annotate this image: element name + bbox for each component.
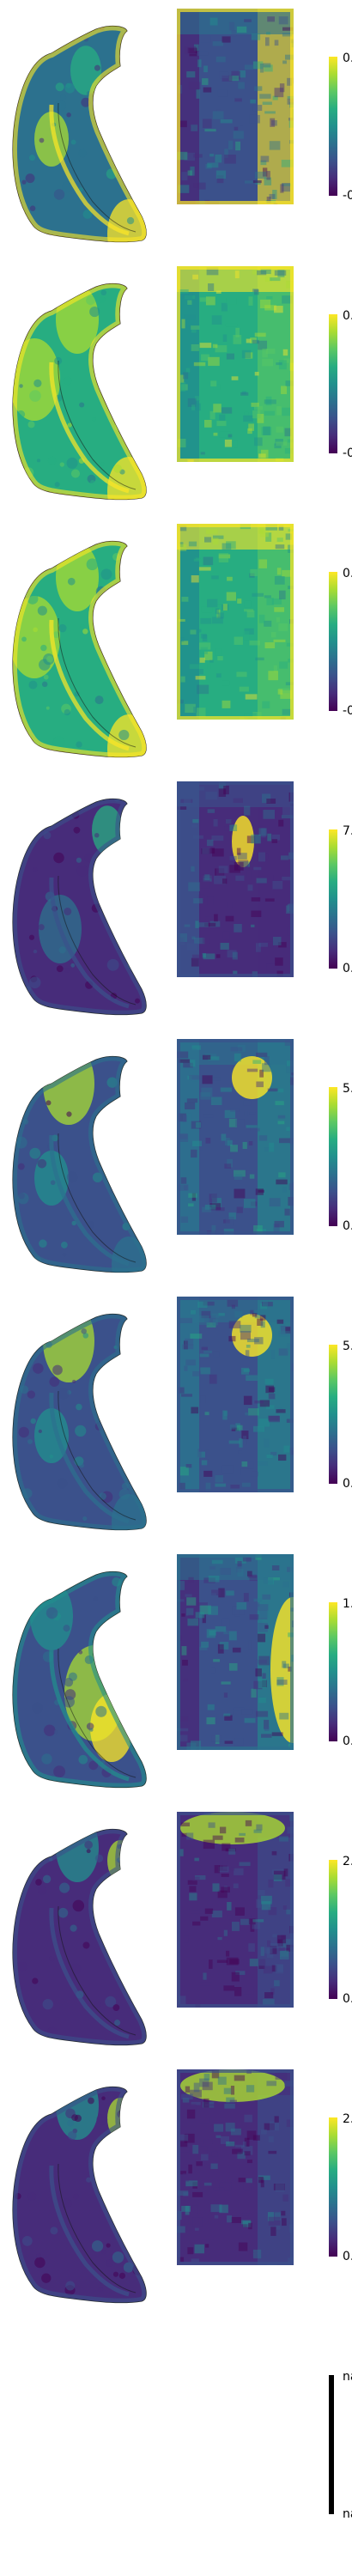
panel-row-3: 0.28 -0.1 [0, 515, 352, 773]
colorbar-max-label: 1.51 [343, 1598, 352, 1610]
colorbar-max-label: 0.28 [343, 310, 352, 322]
panel-row-6: 5.28 0.74 [0, 1288, 352, 1546]
colorbar [329, 314, 337, 453]
surface-map [13, 2071, 146, 2303]
panel-row-1: 0.37 -0.1 [0, 0, 352, 258]
colorbar [329, 1087, 337, 1226]
colorbar-max-label: 2.29 [343, 2113, 352, 2125]
colorbar-max-label: 5.28 [343, 1340, 352, 1352]
colorbar [329, 2117, 337, 2257]
colorbar-max-label: 7.56 [343, 825, 352, 837]
colorbar-max-label: nan [343, 2371, 352, 2383]
flat-map [177, 1297, 302, 1498]
colorbar-min-label: 0.72 [343, 963, 352, 975]
surface-map [9, 281, 150, 515]
flat-map [177, 9, 300, 210]
flat-map [177, 1554, 315, 1751]
panel-row-2: 0.28 -0.1 [0, 258, 352, 515]
flat-map [177, 1039, 302, 1239]
panel-row-10: nan nan [0, 2318, 352, 2576]
colorbar-max-label: 5.25 [343, 1083, 352, 1095]
surface-map [13, 1300, 149, 1546]
flat-map [177, 1812, 300, 2014]
colorbar [329, 1860, 337, 1999]
panel-row-9: 2.29 0.99 [0, 2061, 352, 2318]
colorbar-min-label: -0.1 [343, 190, 352, 202]
colorbar-min-label: 0.99 [343, 2251, 352, 2263]
panel-row-7: 1.51 0.49 [0, 1546, 352, 1803]
colorbar-min-label: 0.49 [343, 1735, 352, 1747]
colorbar [329, 572, 337, 711]
colorbar-min-label: nan [343, 2508, 352, 2520]
surface-map [13, 21, 150, 258]
colorbar [329, 2375, 334, 2514]
panel-row-5: 5.25 0.72 [0, 1030, 352, 1288]
colorbar-min-label: 0.99 [343, 1993, 352, 2005]
panel-row-4: 7.56 0.72 [0, 773, 352, 1030]
colorbar-min-label: 0.74 [343, 1478, 352, 1490]
colorbar [329, 1345, 337, 1484]
flat-map [177, 266, 297, 468]
flat-map [177, 2069, 300, 2269]
flat-map [177, 524, 298, 727]
surface-map [13, 1571, 146, 1787]
colorbar-max-label: 0.28 [343, 568, 352, 580]
colorbar-max-label: 0.37 [343, 52, 352, 64]
surface-map [13, 795, 146, 1014]
colorbar-min-label: -0.1 [343, 705, 352, 717]
colorbar [329, 1602, 337, 1741]
surface-map [13, 1042, 147, 1288]
surface-map [13, 1814, 146, 2045]
colorbar-min-label: 0.72 [343, 1220, 352, 1232]
surface-map [9, 536, 150, 773]
flat-map [177, 781, 300, 978]
panel-row-8: 2.28 0.99 [0, 1803, 352, 2061]
colorbar-min-label: -0.1 [343, 447, 352, 459]
colorbar [329, 57, 337, 196]
colorbar-max-label: 2.28 [343, 1856, 352, 1868]
colorbar [329, 829, 337, 969]
